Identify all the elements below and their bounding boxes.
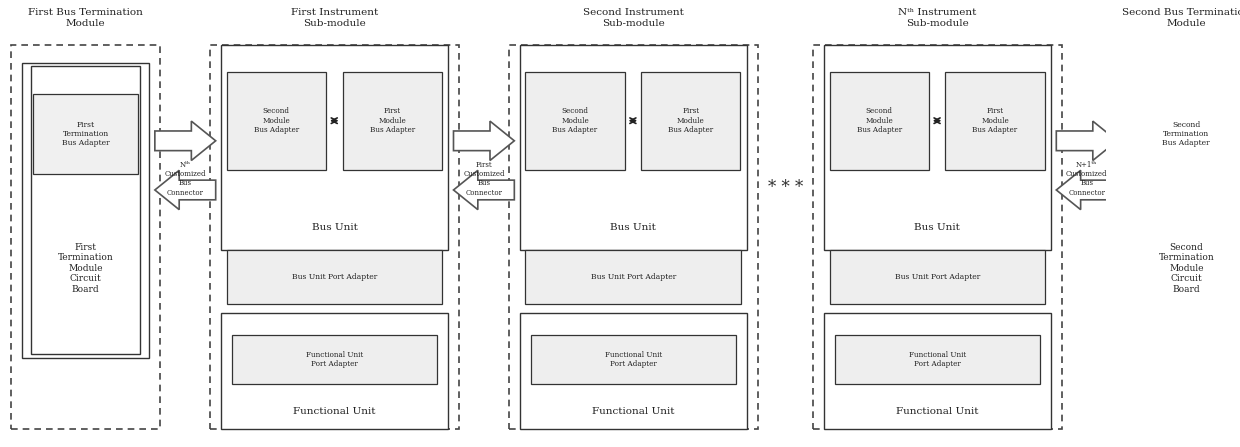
Text: First
Customized
Bus
Connector: First Customized Bus Connector — [464, 161, 505, 197]
Text: Bus Unit: Bus Unit — [914, 224, 960, 232]
Polygon shape — [221, 313, 448, 429]
Polygon shape — [825, 313, 1050, 429]
Text: Functional Unit: Functional Unit — [294, 407, 376, 416]
Polygon shape — [1056, 121, 1117, 160]
Polygon shape — [526, 72, 625, 170]
Polygon shape — [1132, 66, 1240, 354]
Polygon shape — [520, 313, 746, 429]
Polygon shape — [454, 121, 515, 160]
Text: Functional Unit
Port Adapter: Functional Unit Port Adapter — [306, 351, 363, 368]
Text: First
Termination
Module
Circuit
Board: First Termination Module Circuit Board — [58, 243, 114, 294]
Text: N+1ᵗʰ
Customized
Bus
Connector: N+1ᵗʰ Customized Bus Connector — [1066, 161, 1107, 197]
Text: Bus Unit Port Adapter: Bus Unit Port Adapter — [291, 273, 377, 281]
Text: Nᵗʰ Instrument
Sub-module: Nᵗʰ Instrument Sub-module — [898, 8, 977, 28]
Polygon shape — [531, 335, 735, 384]
Text: First Instrument
Sub-module: First Instrument Sub-module — [291, 8, 378, 28]
Text: First
Module
Bus Adapter: First Module Bus Adapter — [370, 107, 414, 134]
Text: First Bus Termination
Module: First Bus Termination Module — [29, 8, 143, 28]
Text: Second
Module
Bus Adapter: Second Module Bus Adapter — [553, 107, 598, 134]
Text: Bus Unit Port Adapter: Bus Unit Port Adapter — [590, 273, 676, 281]
Polygon shape — [155, 121, 216, 160]
Polygon shape — [227, 250, 443, 304]
Polygon shape — [1122, 63, 1240, 358]
Polygon shape — [641, 72, 740, 170]
Polygon shape — [155, 170, 216, 210]
Text: Second
Module
Bus Adapter: Second Module Bus Adapter — [254, 107, 299, 134]
Polygon shape — [33, 94, 138, 174]
Text: Bus Unit: Bus Unit — [610, 224, 656, 232]
Text: Functional Unit
Port Adapter: Functional Unit Port Adapter — [605, 351, 662, 368]
Text: Second
Termination
Module
Circuit
Board: Second Termination Module Circuit Board — [1158, 243, 1214, 294]
Text: First
Termination
Bus Adapter: First Termination Bus Adapter — [62, 121, 109, 148]
Polygon shape — [825, 45, 1050, 250]
Text: Second
Module
Bus Adapter: Second Module Bus Adapter — [857, 107, 901, 134]
Polygon shape — [830, 250, 1045, 304]
Polygon shape — [526, 250, 742, 304]
Polygon shape — [221, 45, 448, 250]
Polygon shape — [232, 335, 436, 384]
Text: Nᵗʰ
Customized
Bus
Connector: Nᵗʰ Customized Bus Connector — [165, 161, 206, 197]
Polygon shape — [835, 335, 1039, 384]
Text: First
Module
Bus Adapter: First Module Bus Adapter — [972, 107, 1018, 134]
Text: Functional Unit: Functional Unit — [897, 407, 978, 416]
Text: Bus Unit: Bus Unit — [311, 224, 357, 232]
Polygon shape — [454, 170, 515, 210]
Polygon shape — [22, 63, 149, 358]
Polygon shape — [1056, 170, 1117, 210]
Polygon shape — [31, 66, 140, 354]
Text: Second Bus Termination
Module: Second Bus Termination Module — [1122, 8, 1240, 28]
Text: Functional Unit
Port Adapter: Functional Unit Port Adapter — [909, 351, 966, 368]
Text: Bus Unit Port Adapter: Bus Unit Port Adapter — [895, 273, 980, 281]
Polygon shape — [1133, 94, 1239, 174]
Polygon shape — [227, 72, 326, 170]
Polygon shape — [520, 45, 746, 250]
Text: Second Instrument
Sub-module: Second Instrument Sub-module — [583, 8, 683, 28]
Text: * * *: * * * — [768, 179, 804, 196]
Text: First
Module
Bus Adapter: First Module Bus Adapter — [668, 107, 713, 134]
Polygon shape — [342, 72, 441, 170]
Text: Functional Unit: Functional Unit — [591, 407, 675, 416]
Polygon shape — [830, 72, 929, 170]
Text: Second
Termination
Bus Adapter: Second Termination Bus Adapter — [1162, 121, 1210, 148]
Polygon shape — [945, 72, 1044, 170]
